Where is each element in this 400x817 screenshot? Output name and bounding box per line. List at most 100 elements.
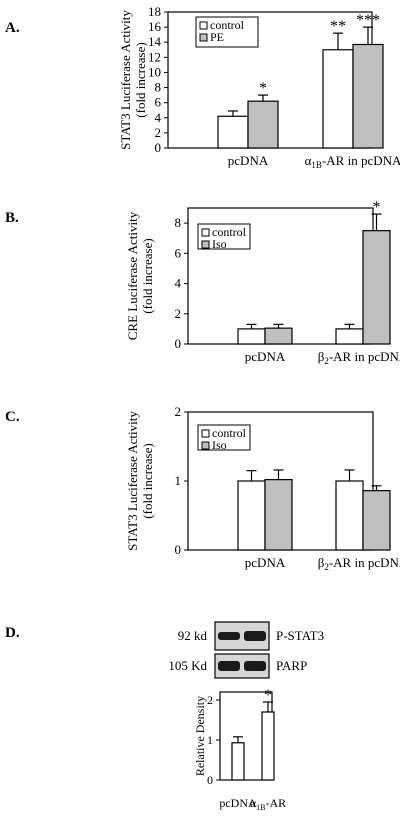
legend-swatch-control bbox=[199, 21, 208, 30]
panel-label: C. bbox=[5, 409, 20, 425]
category-text: pcDNA bbox=[219, 796, 257, 810]
bar-Iso-0 bbox=[264, 479, 293, 551]
blot-protein-label: P-STAT3 bbox=[276, 628, 324, 643]
y-tick-label: 2 bbox=[175, 404, 182, 419]
bar-value-1 bbox=[261, 711, 275, 781]
bar-Iso-1 bbox=[362, 490, 391, 551]
y-tick-label: 6 bbox=[155, 95, 162, 110]
legend-swatch-PE bbox=[199, 33, 208, 42]
category-text-rest: -AR bbox=[265, 796, 286, 810]
bar-Iso-1 bbox=[362, 230, 391, 345]
category-text: pcDNA bbox=[228, 153, 269, 168]
blot-protein-label: PARP bbox=[276, 658, 307, 673]
significance-marker: * bbox=[259, 80, 267, 97]
y-tick-label: 0 bbox=[175, 336, 182, 351]
x-category-label: pcDNA bbox=[245, 555, 286, 570]
x-category-label: pcDNA bbox=[219, 796, 257, 810]
legend-label: control bbox=[210, 18, 245, 32]
category-subscript: 1B bbox=[256, 803, 265, 812]
category-text: α bbox=[250, 796, 257, 810]
bar-control-0 bbox=[217, 115, 249, 149]
category-subscript: 2 bbox=[324, 356, 329, 366]
x-category-label: α1B-AR bbox=[250, 796, 286, 812]
legend-label: control bbox=[212, 426, 247, 440]
y-tick-label: 12 bbox=[148, 49, 161, 64]
y-axis-label: CRE Luciferase Activity bbox=[125, 211, 140, 340]
y-axis-label: (fold increase) bbox=[140, 443, 155, 518]
y-axis-label: (fold increase) bbox=[133, 42, 148, 117]
blot-p-stat3: 92 kd P-STAT3 bbox=[178, 621, 324, 651]
category-subscript: 1B bbox=[311, 160, 322, 170]
blot-parp: 105 Kd PARP bbox=[168, 653, 307, 679]
category-text: β bbox=[318, 349, 325, 364]
x-category-label: β2-AR in pcDNA bbox=[318, 555, 400, 572]
panel-label: A. bbox=[5, 20, 20, 36]
category-subscript: 2 bbox=[324, 562, 329, 572]
category-text: pcDNA bbox=[245, 349, 286, 364]
legend-swatch-control bbox=[201, 228, 210, 237]
y-tick-label: 14 bbox=[148, 34, 162, 49]
bar-PE-1 bbox=[352, 43, 384, 149]
x-category-label: β2-AR in pcDNA bbox=[318, 349, 400, 366]
y-tick-label: 16 bbox=[148, 19, 162, 34]
x-category-label: pcDNA bbox=[228, 153, 269, 168]
y-tick-label: 1 bbox=[207, 733, 213, 747]
blot-band-lane-1 bbox=[218, 661, 240, 671]
y-tick-label: 8 bbox=[175, 215, 182, 230]
y-tick-label: 1 bbox=[175, 473, 182, 488]
bar-control-0 bbox=[237, 480, 266, 551]
legend-label: Iso bbox=[212, 237, 227, 251]
y-tick-label: 0 bbox=[155, 140, 162, 155]
category-text-rest: -AR in pcDNA bbox=[329, 349, 400, 364]
x-category-label: α1B-AR in pcDNA bbox=[305, 153, 400, 170]
category-text: β bbox=[318, 555, 325, 570]
y-axis-label: (fold increase) bbox=[140, 238, 155, 313]
y-axis-label: STAT3 Luciferase Activity bbox=[118, 10, 133, 150]
category-text: α bbox=[305, 153, 312, 168]
legend-label: control bbox=[212, 225, 247, 239]
blot-band-lane-2 bbox=[244, 631, 266, 641]
molecular-weight-label: 92 kd bbox=[178, 628, 208, 643]
category-text-rest: -AR in pcDNA bbox=[329, 555, 400, 570]
significance-marker: ** bbox=[330, 18, 346, 35]
bar-control-1 bbox=[335, 328, 364, 345]
x-category-label: pcDNA bbox=[245, 349, 286, 364]
significance-marker: * bbox=[264, 687, 272, 704]
significance-marker: *** bbox=[356, 12, 380, 29]
y-axis-label: STAT3 Luciferase Activity bbox=[125, 411, 140, 551]
bar-control-1 bbox=[335, 480, 364, 551]
y-tick-label: 0 bbox=[175, 542, 182, 557]
panel-3: C. 0 1 2 STAT3 Luciferase Activity (fold incr… bbox=[5, 404, 400, 572]
significance-marker: * bbox=[373, 199, 381, 216]
bar-value-0 bbox=[231, 742, 245, 781]
blot-band-lane-2 bbox=[244, 661, 266, 671]
bar-control-1 bbox=[322, 49, 354, 149]
y-tick-label: 2 bbox=[207, 693, 213, 707]
y-tick-label: 8 bbox=[155, 80, 162, 95]
legend-swatch-control bbox=[201, 429, 210, 438]
category-text: pcDNA bbox=[245, 555, 286, 570]
bar-Iso-0 bbox=[264, 327, 293, 345]
y-tick-label: 6 bbox=[175, 245, 182, 260]
panel-2: B. 0 2 4 6 8 CRE Luciferase Activity (fold incr… bbox=[5, 199, 400, 366]
y-tick-label: 2 bbox=[155, 125, 162, 140]
y-tick-label: 2 bbox=[175, 306, 182, 321]
bar-control-0 bbox=[237, 328, 266, 345]
blot-band-lane-1 bbox=[218, 632, 240, 640]
legend-label: Iso bbox=[212, 438, 227, 452]
y-tick-label: 10 bbox=[148, 64, 161, 79]
bar-PE-0 bbox=[247, 100, 279, 149]
legend-swatch-Iso bbox=[201, 441, 210, 450]
panel-label: D. bbox=[5, 625, 20, 641]
legend-swatch-Iso bbox=[201, 240, 210, 249]
y-axis-label: Relative Density bbox=[193, 696, 207, 776]
legend-label: PE bbox=[210, 30, 224, 44]
molecular-weight-label: 105 Kd bbox=[168, 658, 207, 673]
y-tick-label: 0 bbox=[207, 773, 213, 787]
panel-label: B. bbox=[5, 210, 19, 226]
